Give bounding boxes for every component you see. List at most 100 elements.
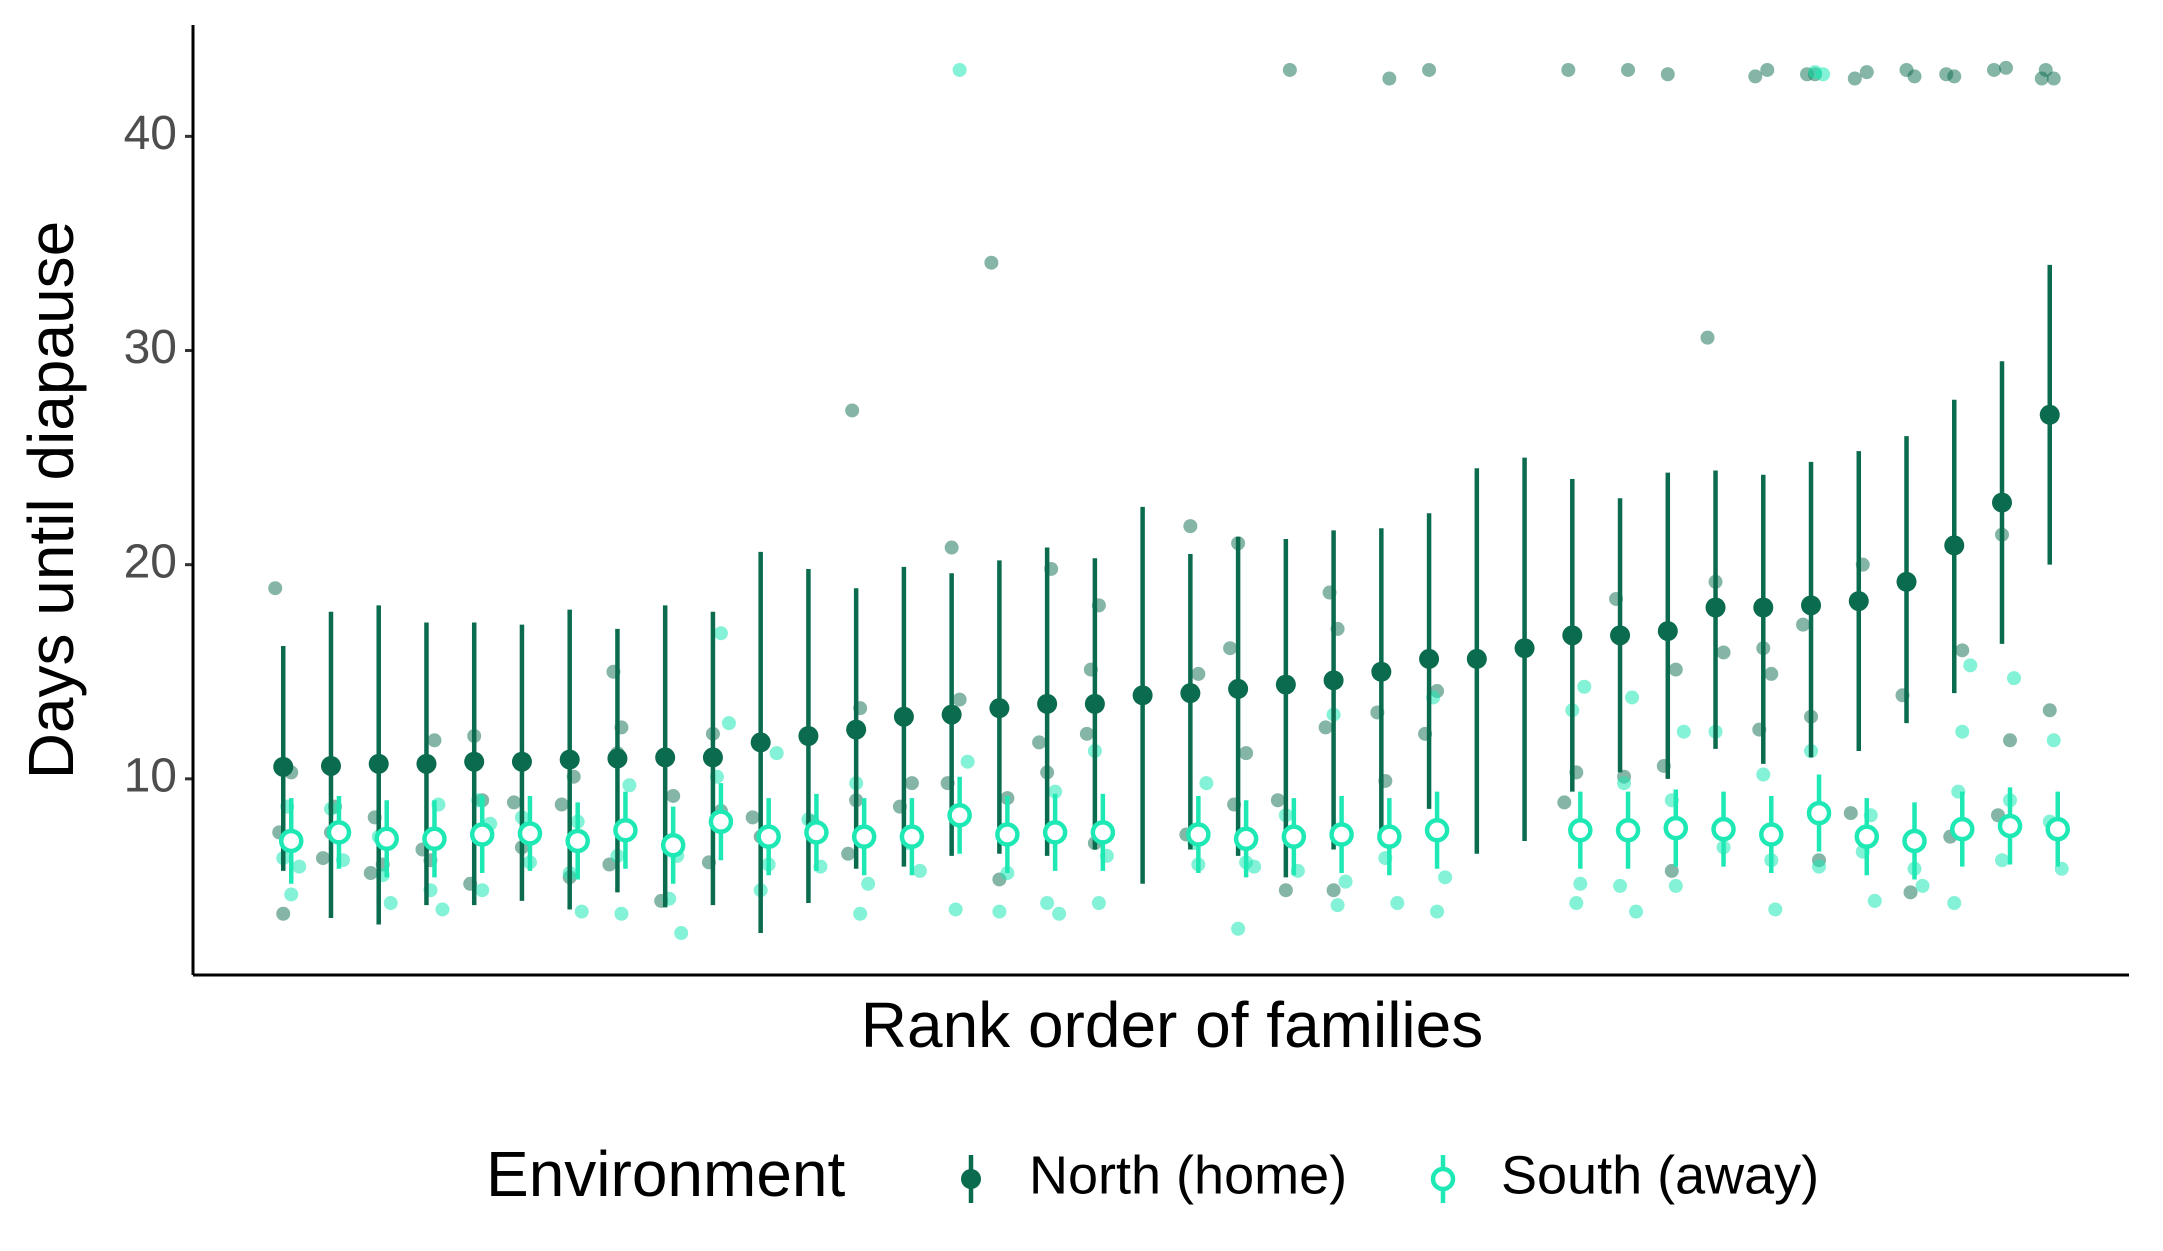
mean-point: [1228, 678, 1249, 699]
mean-point: [1419, 648, 1440, 669]
raw-point: [1239, 746, 1254, 761]
raw-point: [2046, 71, 2061, 86]
mean-point: [1323, 670, 1344, 691]
mean-point: [1896, 571, 1917, 592]
mean-point: [1806, 800, 1832, 826]
raw-point: [1947, 69, 1962, 84]
mean-point: [1275, 674, 1296, 695]
mean-point: [1753, 597, 1774, 618]
raw-point: [1668, 662, 1683, 677]
raw-point: [1382, 71, 1397, 86]
y-tick-label: 40: [124, 107, 177, 160]
raw-point: [1963, 658, 1978, 673]
mean-point: [469, 822, 495, 847]
y-axis-title: Days until diapause: [15, 221, 87, 780]
mean-point: [851, 824, 877, 849]
raw-point: [1338, 874, 1353, 889]
raw-point: [1995, 853, 2010, 868]
raw-point: [1573, 876, 1588, 891]
raw-point: [1577, 679, 1592, 694]
raw-point: [1561, 62, 1576, 77]
raw-point: [861, 876, 876, 891]
raw-point: [674, 926, 689, 941]
mean-point: [655, 747, 676, 768]
raw-point: [960, 754, 975, 769]
raw-point: [1183, 519, 1198, 534]
raw-point: [268, 581, 283, 596]
raw-point: [1079, 726, 1094, 741]
mean-point: [1084, 693, 1105, 714]
raw-point: [952, 692, 967, 707]
mean-point: [1424, 817, 1450, 843]
mean-point: [2045, 816, 2070, 842]
mean-point: [1371, 661, 1392, 682]
mean-point: [1997, 813, 2023, 839]
raw-point: [1557, 795, 1572, 810]
mean-point: [1610, 625, 1631, 646]
legend-key: [1430, 1166, 1456, 1192]
x-axis-title: Rank order of families: [861, 989, 1483, 1061]
raw-point: [1668, 878, 1683, 893]
raw-point: [2034, 71, 2049, 86]
raw-point: [2003, 733, 2018, 748]
mean-point: [702, 747, 723, 768]
mean-point: [1848, 591, 1869, 612]
raw-point: [1764, 666, 1779, 681]
raw-point: [1867, 893, 1882, 908]
raw-point: [948, 902, 963, 917]
mean-point: [320, 755, 341, 776]
raw-point: [721, 716, 736, 731]
raw-point: [1907, 69, 1922, 84]
raw-point: [1052, 906, 1067, 921]
raw-point: [2046, 733, 2061, 748]
raw-point: [1664, 863, 1679, 878]
mean-point: [1329, 822, 1354, 847]
raw-point: [1199, 776, 1214, 791]
mean-point: [1657, 621, 1678, 642]
mean-point: [1042, 820, 1068, 845]
raw-point: [1617, 776, 1632, 791]
raw-point: [952, 62, 967, 77]
mean-point: [613, 817, 638, 843]
mean-point: [1186, 822, 1211, 847]
mean-point: [660, 832, 686, 858]
mean-point: [511, 751, 532, 772]
mean-point: [750, 732, 771, 753]
mean-point: [368, 753, 389, 774]
raw-point: [1318, 720, 1333, 735]
y-tick-label: 20: [124, 535, 177, 588]
raw-point: [1091, 896, 1106, 911]
mean-point: [1037, 693, 1058, 714]
raw-point: [1613, 878, 1628, 893]
raw-point: [1040, 896, 1055, 911]
raw-point: [1748, 69, 1763, 84]
raw-point: [1947, 896, 1962, 911]
raw-point: [1625, 690, 1640, 705]
raw-point: [284, 887, 299, 902]
raw-point: [904, 776, 919, 791]
mean-point: [422, 826, 447, 852]
raw-point: [1796, 617, 1811, 632]
raw-point: [853, 906, 868, 921]
raw-point: [666, 788, 681, 803]
raw-point: [1915, 878, 1930, 893]
raw-point: [1812, 859, 1827, 874]
mean-point: [1466, 648, 1487, 669]
raw-point: [2042, 703, 2057, 718]
raw-point: [841, 846, 856, 861]
raw-point: [912, 863, 927, 878]
raw-point: [1430, 904, 1445, 919]
mean-point: [1705, 597, 1726, 618]
legend-label: South (away): [1501, 1145, 1819, 1205]
raw-point: [1999, 60, 2014, 75]
raw-point: [1760, 62, 1775, 77]
mean-point: [804, 820, 829, 845]
raw-point: [992, 904, 1007, 919]
raw-point: [1716, 645, 1731, 660]
raw-point: [1390, 896, 1405, 911]
mean-point: [565, 828, 590, 854]
raw-point: [1231, 921, 1246, 936]
legend-label: North (home): [1029, 1145, 1347, 1205]
raw-point: [1270, 793, 1285, 808]
